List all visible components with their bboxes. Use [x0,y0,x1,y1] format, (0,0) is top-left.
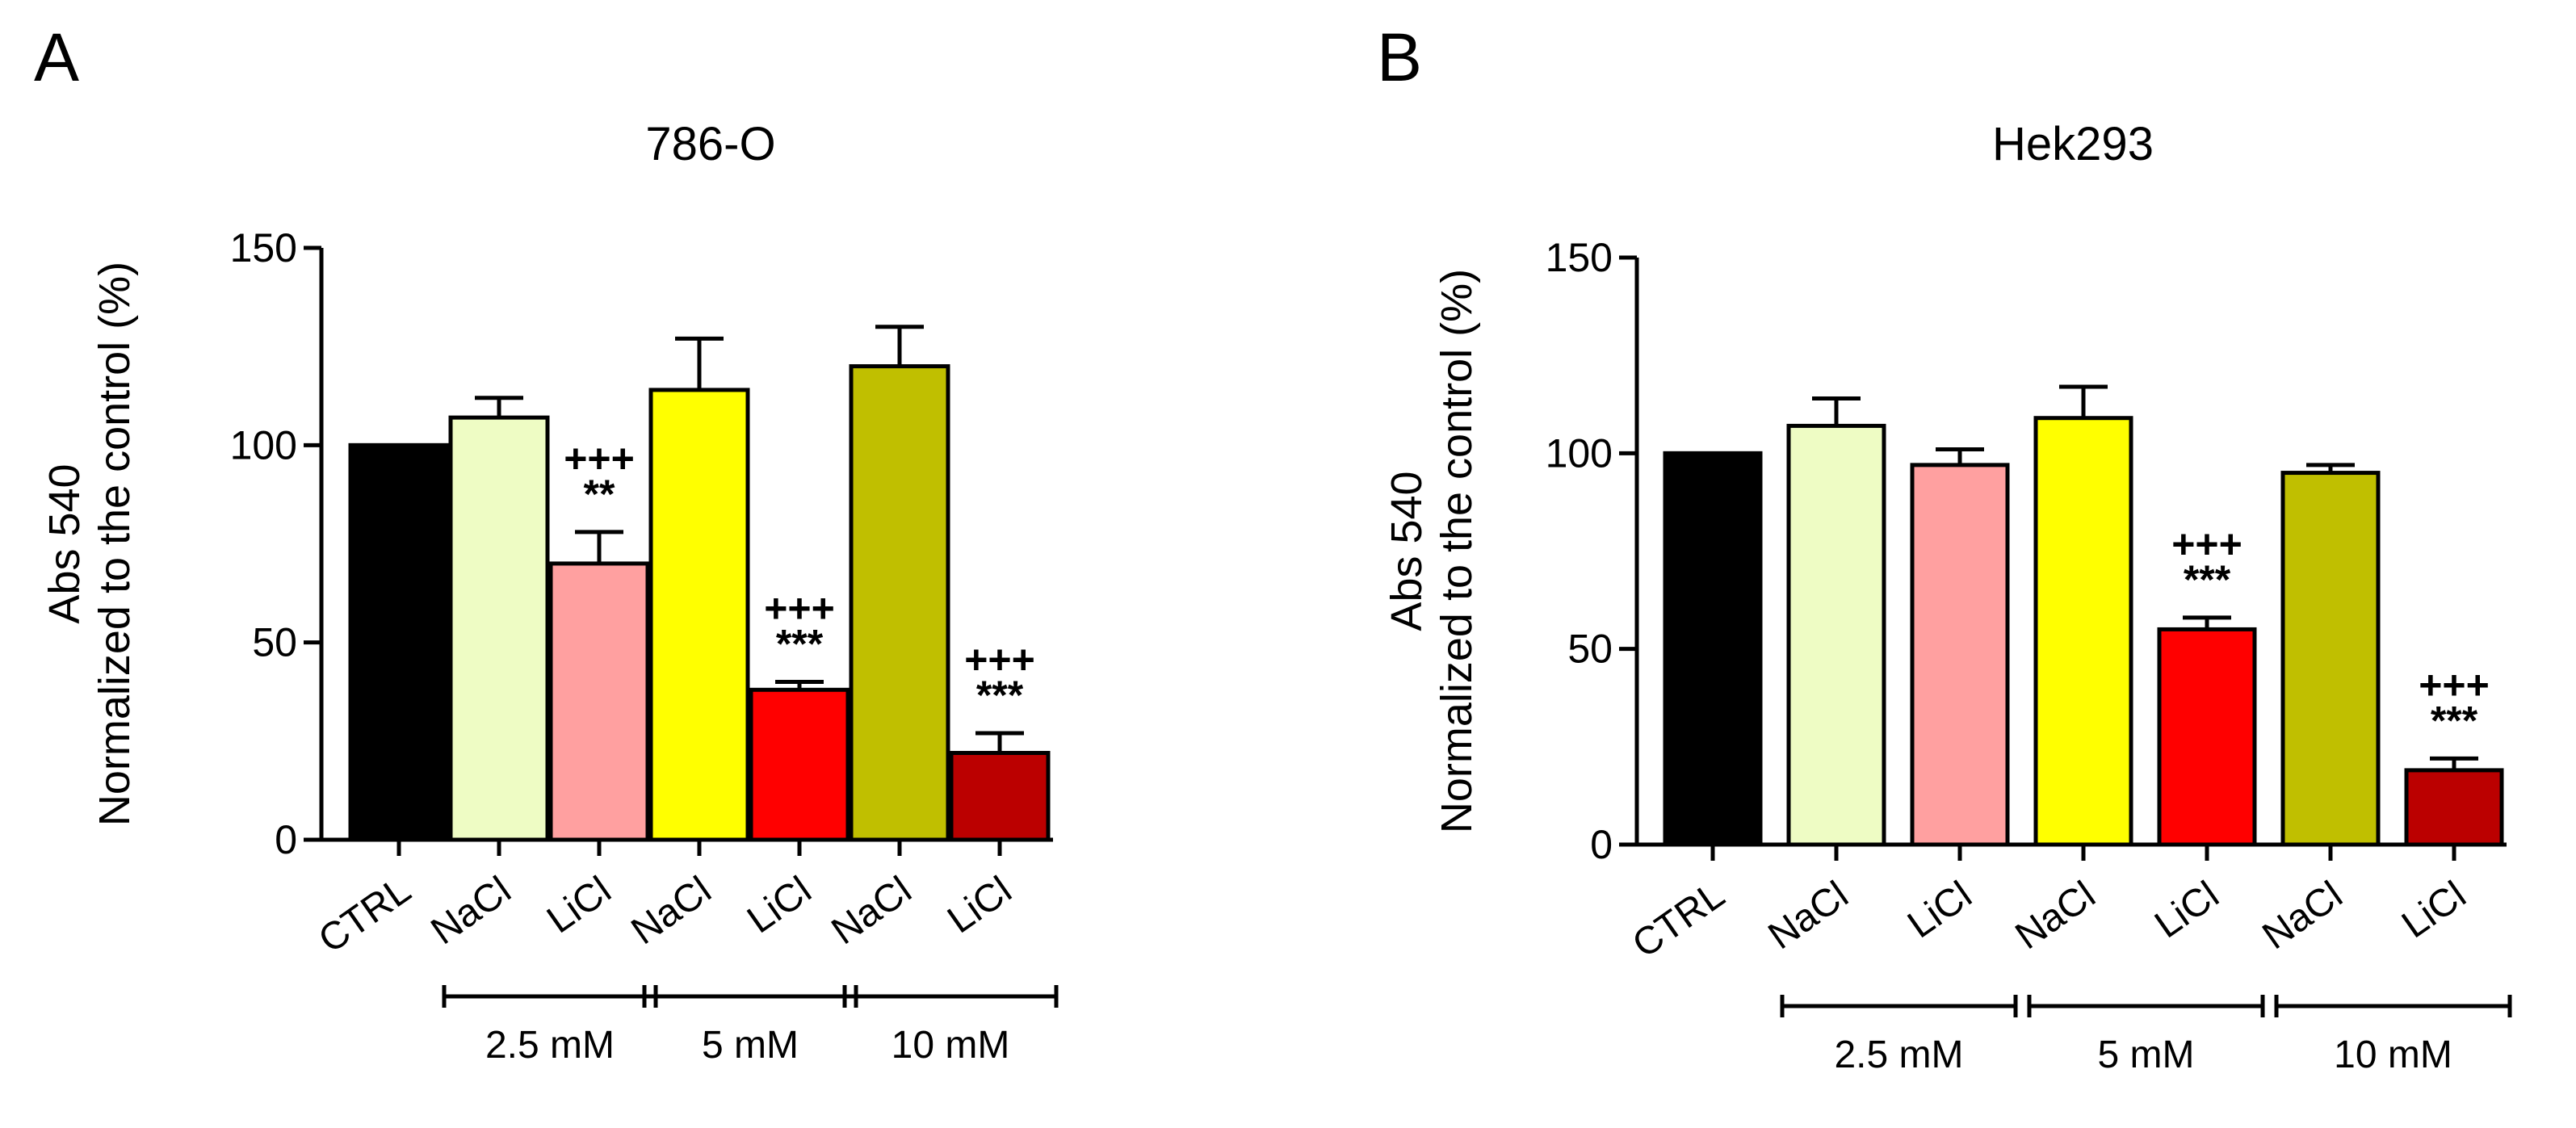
x-tick-label: LiCl [2394,874,2473,947]
y-tick-label: 150 [230,225,297,270]
x-tick-label: LiCl [1900,874,1979,947]
bar [2033,416,2133,847]
significance-label: *** [2184,557,2231,602]
significance-label: +++ [764,586,835,631]
x-tick-label: CTRL [311,869,418,962]
significance-label: *** [2431,698,2478,743]
y-tick-label: 0 [275,817,297,862]
chart-title: Hek293 [1992,118,2154,170]
bar [1663,451,1763,847]
group-label: 2.5 mM [485,1024,615,1067]
bar [648,388,750,842]
y-axis-label-line2: Normalized to the control (%) [90,262,139,826]
significance-label: *** [976,673,1024,718]
y-tick-label: 100 [1546,430,1613,476]
x-tick-label: NaCl [1761,874,1856,958]
significance-label: +++ [964,637,1035,682]
x-tick-label: NaCl [624,869,720,954]
panel-letter: B [1377,19,1422,95]
significance-label: +++ [2419,662,2490,707]
y-tick-label: 0 [1590,822,1613,867]
x-tick-label: LiCl [940,869,1019,942]
x-tick-label: NaCl [824,869,920,954]
panel-letter: A [34,19,79,95]
group-label: 10 mM [892,1024,1010,1067]
significance-label: ** [584,472,615,517]
bar [2404,768,2504,847]
group-label: 10 mM [2334,1034,2452,1076]
group-label: 5 mM [702,1024,799,1067]
bar [1910,463,2010,847]
group-label: 2.5 mM [1834,1034,1963,1076]
bar [348,442,450,842]
bar [2157,627,2257,847]
chart-title: 786-O [645,118,775,170]
y-tick-label: 50 [1567,627,1613,672]
bar [548,561,650,842]
group-label: 5 mM [2098,1034,2195,1076]
y-axis-label-line1: Abs 540 [40,463,89,623]
bar [448,415,550,842]
x-tick-label: NaCl [2008,874,2104,958]
significance-label: +++ [2171,522,2242,567]
significance-label: *** [776,622,824,667]
x-tick-label: LiCl [2147,874,2226,947]
panel-a: A 786-O Abs 540 Normalized to the control (… [34,19,1059,1067]
x-tick-label: NaCl [424,869,519,954]
bar [849,364,950,842]
y-axis-label-line2: Normalized to the control (%) [1433,269,1481,833]
y-tick-label: 100 [230,422,297,468]
x-tick-label: NaCl [2255,874,2351,958]
x-tick-label: CTRL [1625,874,1732,967]
y-tick-label: 150 [1546,235,1613,280]
y-axis-label-line1: Abs 540 [1382,471,1431,631]
x-tick-label: LiCl [740,869,819,942]
bar [749,687,850,842]
bar [949,750,1051,842]
bar [2280,471,2381,847]
panel-b: B Hek293 Abs 540 Normalized to the control … [1377,19,2512,1076]
x-tick-label: LiCl [539,869,619,942]
bar [1786,423,1886,847]
significance-label: +++ [564,436,635,481]
y-tick-label: 50 [252,620,297,665]
